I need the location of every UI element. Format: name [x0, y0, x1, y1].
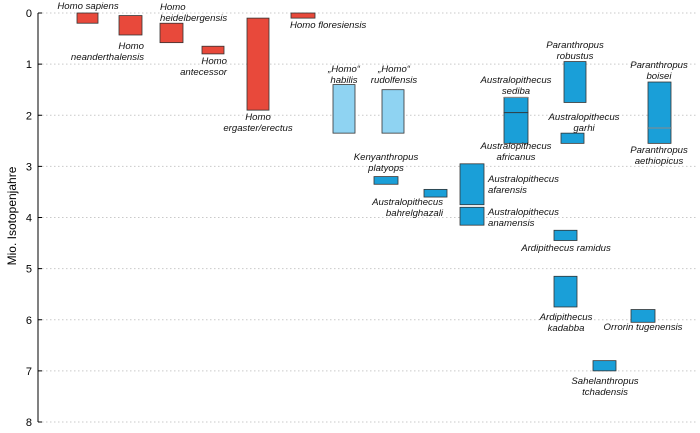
label-sahelanthropus-tchadensis: Sahelanthropus tchadensis [571, 376, 638, 398]
label-paranthropus-aethiopicus: Paranthropus aethiopicus [630, 145, 688, 167]
species-bars [76, 12, 672, 372]
species-labels: Homo sapiens Homo neanderthalensis Homo heid… [57, 1, 688, 398]
label-homo-habilis: „Homo“ habilis [327, 64, 361, 86]
bar-homo-heidelbergensis [159, 22, 184, 44]
bar-paranthropus-boisei [647, 81, 672, 129]
label-ardipithecus-kadabba: Ardipithecus kadabba [539, 312, 593, 334]
label-ardipithecus-ramidus: Ardipithecus ramidus [520, 243, 611, 254]
label-homo-ergaster-erectus: Homo ergaster/erectus [223, 112, 293, 134]
bar-homo-rudolfensis [381, 89, 405, 134]
label-australopithecus-sediba: Australopithecus sediba [480, 75, 552, 97]
label-homo-sapiens: Homo sapiens [57, 1, 119, 12]
label-australopithecus-garhi: Australopithecus garhi [548, 112, 620, 134]
label-paranthropus-boisei: Paranthropus boisei [630, 60, 688, 82]
label-orrorin-tugenensis: Orrorin tugenensis [604, 322, 683, 333]
bar-australopithecus-africanus [503, 112, 529, 144]
label-homo-neanderthalensis: Homo neanderthalensis [71, 41, 145, 63]
label-homo-floresiensis: Homo floresiensis [290, 20, 366, 31]
bar-homo-habilis [332, 84, 356, 134]
label-australopithecus-anamensis: Australopithecus anamensis [487, 207, 559, 229]
y-tick-label: 5 [26, 264, 32, 276]
bar-homo-antecessor [201, 45, 225, 55]
bar-sahelanthropus-tchadensis [592, 360, 617, 372]
y-tick-label: 0 [26, 8, 32, 20]
bar-australopithecus-anamensis [459, 206, 485, 226]
bar-homo-neanderthalensis [118, 15, 143, 36]
y-tick-label: 7 [26, 366, 32, 378]
bar-orrorin-tugenensis [630, 309, 656, 323]
bar-homo-ergaster-erectus [246, 17, 270, 111]
label-homo-rudolfensis: „Homo“ rudolfensis [371, 64, 418, 86]
y-tick-label: 3 [26, 161, 32, 173]
y-tick-label: 6 [26, 315, 32, 327]
bar-kenyanthropus-platyops [373, 176, 399, 185]
bar-australopithecus-garhi [560, 132, 585, 144]
y-tick-label: 1 [26, 59, 32, 71]
label-paranthropus-robustus: Paranthropus robustus [546, 40, 604, 62]
y-tick-label: 4 [26, 213, 32, 225]
label-australopithecus-afarensis: Australopithecus afarensis [487, 174, 559, 196]
bar-paranthropus-aethiopicus [647, 127, 672, 144]
bar-homo-sapiens [76, 12, 99, 24]
label-homo-heidelbergensis: Homo heidelbergensis [160, 2, 227, 24]
bar-australopithecus-sediba [503, 96, 529, 114]
label-homo-antecessor: Homo antecessor [180, 56, 228, 78]
label-kenyanthropus-platyops: Kenyanthropus platyops [354, 152, 419, 174]
bar-homo-floresiensis [290, 12, 316, 19]
bar-ardipithecus-ramidus [553, 229, 578, 241]
y-tick-label: 8 [26, 417, 32, 429]
y-tick-label: 2 [26, 110, 32, 122]
bar-paranthropus-robustus [563, 61, 587, 103]
y-axis-title: Mio. Isotopenjahre [5, 166, 19, 265]
bar-australopithecus-afarensis [459, 163, 485, 206]
bar-australopithecus-bahrelghazali [423, 188, 448, 198]
label-australopithecus-africanus: Australopithecus africanus [480, 141, 552, 163]
label-australopithecus-bahrelghazali: Australopithecus bahrelghazali [371, 197, 444, 219]
y-axis: Mio. Isotopenjahre 0 1 2 3 4 5 6 7 8 [5, 8, 42, 429]
bar-ardipithecus-kadabba [553, 275, 578, 308]
